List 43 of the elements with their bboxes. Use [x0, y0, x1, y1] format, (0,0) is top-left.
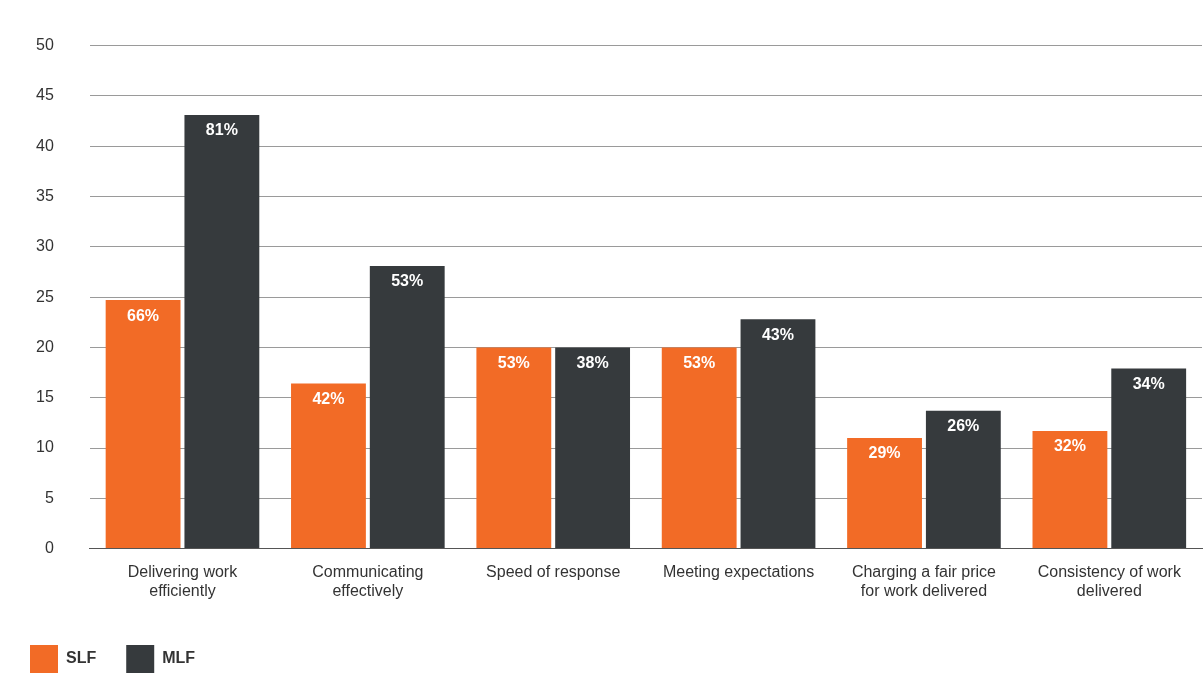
bar	[1111, 368, 1187, 549]
y-tick-label: 20	[36, 337, 54, 355]
x-tick-label: Consistency of work delivered	[1037, 562, 1182, 599]
annotation: 53%	[391, 272, 424, 290]
y-tick-label: 40	[36, 136, 54, 154]
y-tick-label: 0	[44, 539, 54, 557]
y-tick-label: 30	[36, 237, 54, 255]
bar	[105, 300, 181, 549]
y-tick-label: 10	[36, 438, 54, 456]
y-tick-label: 25	[36, 287, 54, 305]
legend-label: SLF	[66, 649, 97, 667]
y-tick-label: 45	[36, 86, 54, 104]
bar	[476, 347, 552, 549]
annotation: 53%	[497, 353, 530, 371]
x-tick-label: Communicating effectively	[312, 562, 424, 599]
annotation: 26%	[947, 417, 980, 435]
x-tick-label: Speed of response	[486, 562, 621, 580]
x-tick-label: Meeting expectations	[662, 562, 815, 580]
y-tick-label: 15	[36, 388, 54, 406]
annotation: 81%	[205, 121, 238, 139]
bar	[925, 410, 1001, 549]
bar	[847, 437, 922, 549]
bar	[661, 347, 737, 549]
bar	[291, 383, 366, 549]
bar	[184, 115, 260, 549]
annotation: 42%	[312, 390, 345, 408]
annotation: 38%	[576, 353, 609, 371]
annotation: 29%	[868, 444, 901, 462]
annotation: 53%	[683, 353, 716, 371]
annotation: 34%	[1132, 374, 1165, 392]
bar	[740, 319, 816, 549]
y-tick-label: 5	[44, 488, 54, 506]
bar	[1032, 430, 1108, 549]
x-tick-label: Delivering work efficiently	[127, 562, 239, 599]
x-tick-label: Charging a fair price for work delivered	[851, 562, 997, 599]
annotation: 43%	[761, 325, 794, 343]
annotation: 66%	[127, 306, 160, 324]
legend-label: MLF	[162, 649, 196, 667]
y-tick-label: 35	[36, 186, 54, 204]
bar	[555, 347, 631, 549]
annotation: 32%	[1053, 437, 1086, 455]
y-tick-label: 50	[36, 36, 54, 54]
bar	[369, 265, 445, 549]
